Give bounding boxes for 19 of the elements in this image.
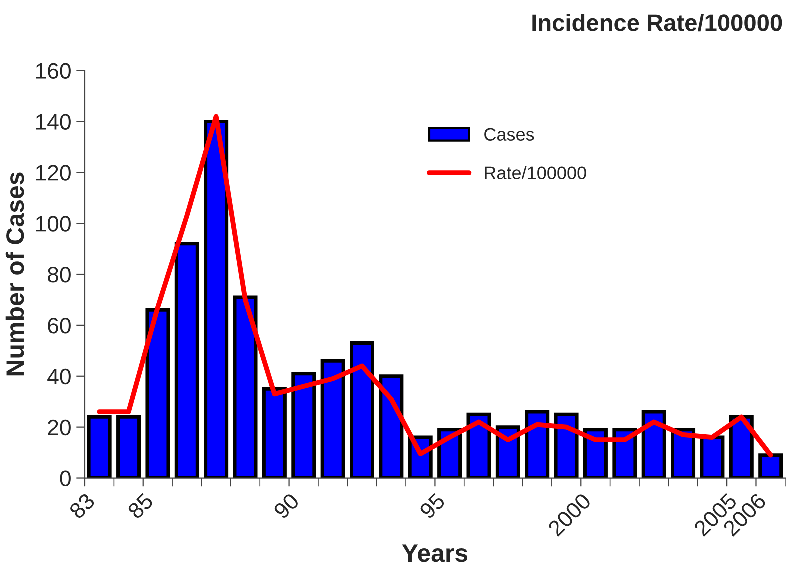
y-tick-label: 60 — [48, 318, 71, 334]
x-tick-label: 90 — [272, 492, 300, 520]
legend-label: Cases — [484, 128, 534, 142]
legend-label: Rate/100000 — [485, 166, 586, 180]
y-tick-label: 40 — [48, 368, 71, 385]
y-tick-label: 120 — [36, 165, 71, 181]
x-tick-label: 83 — [68, 492, 96, 520]
y-tick-label: 140 — [36, 114, 71, 130]
y-tick-label: 20 — [48, 420, 71, 436]
line-series — [97, 114, 774, 458]
y-axis-title: Number of Cases — [6, 172, 24, 376]
x-tick-label: 85 — [126, 492, 154, 520]
y-tick-label: 0 — [60, 470, 71, 487]
y-tick-label: 160 — [36, 63, 71, 80]
x-axis-title: Years — [402, 544, 468, 562]
chart-title: Incidence Rate/100000 — [532, 14, 782, 32]
y-tick-label: 100 — [36, 216, 71, 232]
y-tick-label: 80 — [48, 267, 71, 283]
x-tick-label: 95 — [418, 492, 446, 520]
